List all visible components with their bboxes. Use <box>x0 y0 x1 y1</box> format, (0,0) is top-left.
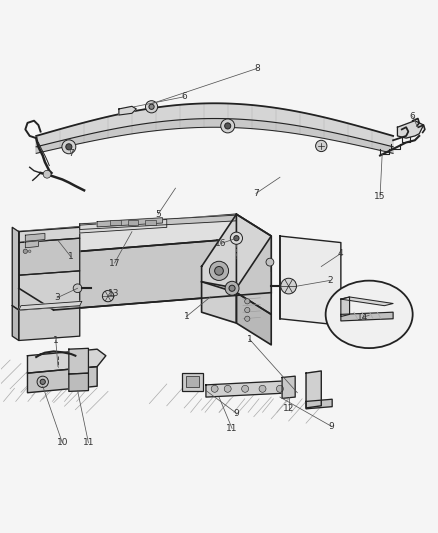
Polygon shape <box>36 118 393 154</box>
Circle shape <box>43 171 51 178</box>
Polygon shape <box>12 228 19 310</box>
Polygon shape <box>80 215 237 230</box>
Polygon shape <box>25 241 39 248</box>
Circle shape <box>224 385 231 392</box>
Text: 6: 6 <box>181 92 187 101</box>
Polygon shape <box>80 220 167 233</box>
Circle shape <box>145 101 158 113</box>
Polygon shape <box>19 238 80 275</box>
Text: 7: 7 <box>68 149 74 158</box>
Circle shape <box>40 379 46 384</box>
Polygon shape <box>19 228 80 243</box>
Circle shape <box>281 278 297 294</box>
Polygon shape <box>69 373 88 391</box>
Text: 9: 9 <box>328 422 334 431</box>
Circle shape <box>221 119 235 133</box>
Text: 1: 1 <box>53 336 59 345</box>
Polygon shape <box>306 399 332 409</box>
Circle shape <box>259 385 266 392</box>
Text: 2: 2 <box>327 276 333 285</box>
Circle shape <box>211 385 218 392</box>
Circle shape <box>276 385 283 392</box>
Circle shape <box>209 261 229 280</box>
Polygon shape <box>19 301 82 310</box>
Text: 17: 17 <box>109 259 120 268</box>
Polygon shape <box>19 305 80 341</box>
Polygon shape <box>237 214 271 314</box>
FancyBboxPatch shape <box>127 220 138 225</box>
Circle shape <box>229 285 235 292</box>
Circle shape <box>215 266 223 275</box>
Circle shape <box>225 281 239 295</box>
Polygon shape <box>341 312 393 321</box>
Polygon shape <box>280 236 341 325</box>
Polygon shape <box>19 214 271 254</box>
Circle shape <box>266 258 274 266</box>
FancyBboxPatch shape <box>110 220 121 225</box>
Circle shape <box>316 140 327 151</box>
Text: 10: 10 <box>57 438 68 447</box>
Polygon shape <box>97 218 162 227</box>
Polygon shape <box>341 297 393 305</box>
Text: 9: 9 <box>233 409 239 418</box>
Polygon shape <box>282 376 295 398</box>
Circle shape <box>62 140 76 154</box>
Text: 15: 15 <box>374 192 386 201</box>
Text: 3: 3 <box>54 293 60 302</box>
Polygon shape <box>69 349 88 374</box>
Polygon shape <box>53 236 271 310</box>
Circle shape <box>245 298 250 304</box>
Text: 14: 14 <box>357 313 368 322</box>
Circle shape <box>37 376 48 387</box>
Polygon shape <box>201 282 237 323</box>
Ellipse shape <box>325 281 413 348</box>
Text: 6: 6 <box>410 112 416 121</box>
Text: 5: 5 <box>155 210 161 219</box>
FancyBboxPatch shape <box>145 220 156 225</box>
Polygon shape <box>36 103 393 147</box>
Text: 1: 1 <box>68 253 74 261</box>
Polygon shape <box>341 297 350 317</box>
Circle shape <box>66 144 72 150</box>
Text: 13: 13 <box>108 289 120 298</box>
Circle shape <box>149 104 154 109</box>
Circle shape <box>225 123 231 129</box>
Polygon shape <box>12 305 19 341</box>
Polygon shape <box>25 233 45 241</box>
Polygon shape <box>306 371 321 408</box>
Polygon shape <box>19 271 80 310</box>
Polygon shape <box>119 107 136 115</box>
Circle shape <box>23 249 28 254</box>
Polygon shape <box>28 349 106 373</box>
Circle shape <box>234 236 239 241</box>
Polygon shape <box>397 120 424 138</box>
Polygon shape <box>206 381 293 397</box>
Polygon shape <box>28 367 97 393</box>
Polygon shape <box>237 293 271 345</box>
Circle shape <box>245 316 250 321</box>
FancyBboxPatch shape <box>186 376 198 387</box>
Text: 7: 7 <box>253 189 259 198</box>
Text: 16: 16 <box>215 239 227 248</box>
Circle shape <box>102 290 114 302</box>
Text: 1: 1 <box>247 335 252 344</box>
Text: 4: 4 <box>338 249 344 258</box>
Text: 11: 11 <box>226 424 238 433</box>
Text: 11: 11 <box>83 438 94 447</box>
Circle shape <box>230 232 243 244</box>
Text: 12: 12 <box>283 405 294 413</box>
Polygon shape <box>201 214 271 288</box>
FancyBboxPatch shape <box>182 373 203 391</box>
Circle shape <box>28 250 31 253</box>
Polygon shape <box>19 232 53 310</box>
Text: 1: 1 <box>184 312 189 321</box>
Circle shape <box>73 284 82 293</box>
Text: 8: 8 <box>254 64 260 73</box>
Circle shape <box>245 308 250 313</box>
Circle shape <box>242 385 249 392</box>
